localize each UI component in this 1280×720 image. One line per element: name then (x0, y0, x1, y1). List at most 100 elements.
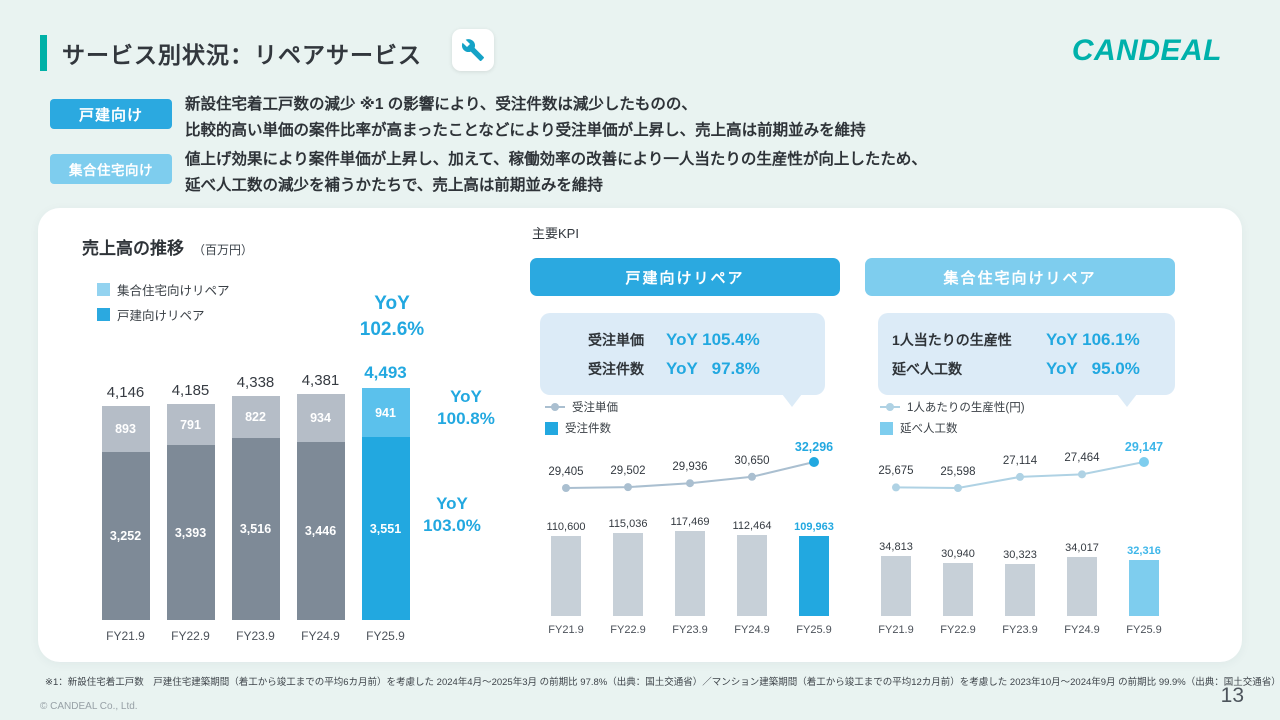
kpi-header-multiunit: 集合住宅向けリペア (865, 258, 1175, 296)
x-axis-label: FY24.9 (1064, 624, 1100, 636)
summary-line: 値上げ効果により案件単価が上昇し、加えて、稼働効率の改善により一人当たりの生産性… (185, 151, 927, 168)
kpi-bar (799, 536, 829, 616)
x-axis-label: FY21.9 (548, 624, 584, 636)
legend-label: 受注単価 (572, 402, 618, 414)
footnote: ※1：新設住宅着工戸数 戸建住宅建築期間（着工から竣工までの平均6カ月前）を考慮… (45, 677, 1280, 688)
kpi-bar (737, 535, 767, 616)
x-axis-label: FY22.9 (171, 629, 210, 643)
stacked-bar-column: 4,493 941 3,551 FY25.9 (353, 346, 418, 646)
x-axis-label: FY23.9 (1002, 624, 1038, 636)
x-axis-label: FY22.9 (940, 624, 976, 636)
bar-value-label: 34,813 (879, 541, 913, 553)
kpi-yoy-value: 95.0% (1091, 358, 1140, 378)
callout-tail (782, 394, 802, 407)
bar-segment-multiunit: 941 (361, 388, 410, 437)
summary-text-detached: 新設住宅着工戸数の減少 ※1 の影響により、受注件数は減少したものの、 比較的高… (185, 92, 866, 144)
yoy-prefix: YoY (374, 293, 410, 314)
x-axis-label: FY21.9 (878, 624, 914, 636)
kpi-bar (1067, 557, 1097, 616)
yoy-annotation-total: YoY 102.6% (348, 291, 436, 343)
bar-segment-multiunit: 791 (166, 404, 215, 445)
legend-item-detached: 戸建向けリペア (97, 305, 230, 324)
line-point-label: 29,405 (548, 466, 584, 478)
line-point-label: 29,936 (672, 461, 708, 474)
line-point-label: 27,464 (1064, 452, 1100, 465)
summary-line: 延べ人工数の減少を補うかたちで、売上高は前期並みを維持 (185, 177, 603, 194)
legend-label: 戸建向けリペア (117, 309, 205, 323)
bar-value-label: 115,036 (608, 518, 648, 530)
kpi-chart-multiunit: 25,675 25,598 27,114 27,464 29,147 34,813 FY21… (865, 432, 1175, 640)
kpi-yoy-prefix: YoY (1046, 358, 1078, 378)
x-axis-label: FY25.9 (366, 629, 405, 643)
kpi-bar-column: 30,323 FY23.9 (989, 541, 1051, 640)
kpi-row: 延べ人工数 YoY 95.0% (892, 359, 1175, 379)
line-point-label: 32,296 (794, 440, 834, 454)
stacked-bar-column: 4,185 791 3,393 FY22.9 (158, 346, 223, 646)
kpi-bar-column: 117,469 FY23.9 (659, 516, 721, 640)
yoy-value: 103.0% (423, 516, 481, 535)
legend-item-line: 受注単価 (545, 399, 618, 415)
kpi-yoy-value: 106.1% (1082, 329, 1140, 349)
x-axis-label: FY23.9 (672, 624, 708, 636)
kpi-row-label: 受注単価 (588, 331, 644, 348)
bar-total-label: 4,493 (364, 363, 407, 382)
kpi-callout-multiunit: 1人当たりの生産性 YoY 106.1% 延べ人工数 YoY 95.0% (878, 313, 1175, 395)
kpi-bar-column: 110,600 FY21.9 (535, 516, 597, 640)
kpi-line-series (892, 457, 1149, 492)
kpi-bar (1129, 560, 1159, 616)
bar-value-label: 34,017 (1065, 542, 1099, 554)
kpi-bar (943, 563, 973, 616)
kpi-bar (881, 556, 911, 616)
kpi-bar-column: 30,940 FY22.9 (927, 541, 989, 640)
kpi-legend-multiunit: 1人あたりの生産性(円) 延べ人工数 (880, 399, 1025, 436)
yoy-value: 100.8% (437, 409, 495, 428)
legend-item-bar: 延べ人工数 (880, 420, 1025, 436)
line-point-label: 25,675 (878, 465, 914, 478)
badge-multiunit-house: 集合住宅向け (50, 154, 172, 184)
bar-segment-multiunit: 822 (231, 396, 280, 438)
yoy-value: 102.6% (359, 319, 425, 340)
kpi-legend-detached: 受注単価 受注件数 (545, 399, 618, 436)
kpi-bar-series: 34,813 FY21.9 30,940 FY22.9 30,323 FY23.9 34,0… (865, 541, 1175, 640)
bar-segment-detached: 3,446 (296, 442, 345, 620)
bar-total-label: 4,381 (301, 372, 340, 389)
legend-item-multiunit: 集合住宅向けリペア (97, 280, 230, 299)
sales-chart-title-text: 売上高の推移 (82, 239, 184, 258)
kpi-bar-column: 109,963 FY25.9 (783, 516, 845, 640)
legend-swatch-bar (545, 421, 558, 435)
callout-tail (1117, 394, 1137, 407)
legend-swatch-multiunit (97, 283, 110, 296)
bar-segment-multiunit: 893 (101, 406, 150, 452)
title-accent-bar (40, 35, 47, 71)
bar-segment-detached: 3,393 (166, 445, 215, 620)
kpi-row-label: 1人当たりの生産性 (892, 331, 1012, 348)
bar-value-label: 110,600 (546, 521, 586, 533)
yoy-prefix: YoY (436, 494, 468, 513)
summary-text-multiunit: 値上げ効果により案件単価が上昇し、加えて、稼働効率の改善により一人当たりの生産性… (185, 147, 927, 199)
kpi-bar (551, 536, 581, 616)
bar-value-label: 32,316 (1127, 545, 1161, 557)
kpi-yoy-value: 97.8% (711, 358, 760, 378)
summary-line: 新設住宅着工戸数の減少 ※1 の影響により、受注件数は減少したものの、 (185, 96, 697, 113)
bar-total-label: 4,185 (171, 382, 210, 399)
bar-total-label: 4,146 (106, 384, 145, 401)
legend-label: 1人あたりの生産性(円) (907, 402, 1025, 414)
kpi-line-series (562, 457, 819, 492)
legend-line-symbol (880, 403, 900, 412)
bar-segment-detached: 3,516 (231, 438, 280, 620)
badge-detached-house: 戸建向け (50, 99, 172, 129)
kpi-row: 1人当たりの生産性 YoY 106.1% (892, 330, 1175, 350)
kpi-yoy-prefix: YoY (666, 358, 698, 378)
kpi-bar-column: 115,036 FY22.9 (597, 516, 659, 640)
kpi-yoy-prefix: YoY (1046, 329, 1078, 349)
legend-line-symbol (545, 403, 565, 412)
bar-value-label: 109,963 (794, 521, 834, 533)
line-point-label: 29,147 (1124, 440, 1164, 454)
copyright: © CANDEAL Co., Ltd. (40, 701, 138, 712)
stacked-bar-column: 4,338 822 3,516 FY23.9 (223, 346, 288, 646)
kpi-row-label: 延べ人工数 (892, 360, 962, 377)
kpi-yoy-prefix: YoY (666, 329, 698, 349)
bar-total-label: 4,338 (236, 374, 275, 391)
kpi-bar-column: 34,017 FY24.9 (1051, 541, 1113, 640)
